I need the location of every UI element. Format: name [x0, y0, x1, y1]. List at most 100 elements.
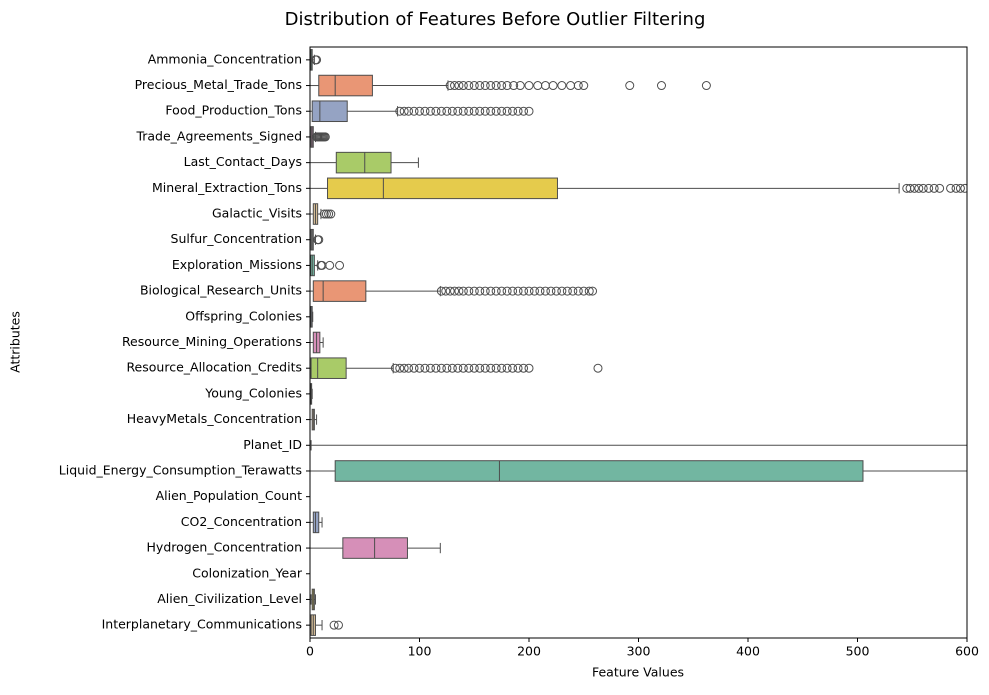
- y-tick-label: Precious_Metal_Trade_Tons: [135, 77, 302, 92]
- outlier: [918, 183, 928, 193]
- outlier: [395, 363, 405, 373]
- outlier: [557, 81, 567, 91]
- outlier: [469, 106, 479, 116]
- outlier: [491, 106, 501, 116]
- outlier: [450, 286, 460, 296]
- outlier: [335, 260, 345, 270]
- outlier: [480, 363, 490, 373]
- x-tick-label: 600: [955, 644, 979, 659]
- y-tick-label: Planet_ID: [243, 437, 302, 452]
- outlier: [425, 363, 435, 373]
- outlier: [329, 620, 339, 630]
- outlier: [447, 106, 457, 116]
- outlier: [529, 286, 539, 296]
- outlier: [588, 286, 598, 296]
- outlier: [480, 106, 490, 116]
- outlier: [497, 106, 507, 116]
- outlier: [562, 286, 572, 296]
- outlier: [447, 363, 457, 373]
- outlier: [454, 81, 464, 91]
- outlier: [566, 81, 576, 91]
- outlier: [436, 363, 446, 373]
- y-tick-label: Galactic_Visits: [212, 206, 302, 221]
- y-tick-label: Resource_Mining_Operations: [122, 334, 302, 349]
- y-tick-label: Mineral_Extraction_Tons: [152, 180, 302, 195]
- outlier: [524, 286, 534, 296]
- outlier: [486, 106, 496, 116]
- outlier: [519, 286, 529, 296]
- y-tick-label: Sulfur_Concentration: [171, 231, 302, 246]
- outlier: [442, 106, 452, 116]
- outlier: [333, 620, 343, 630]
- y-tick-label: Exploration_Missions: [172, 257, 302, 272]
- outlier: [579, 81, 589, 91]
- y-tick-label: Trade_Agreements_Signed: [135, 128, 302, 143]
- outlier: [458, 106, 468, 116]
- box: [310, 357, 347, 379]
- outlier: [436, 286, 446, 296]
- outlier: [390, 363, 400, 373]
- outlier: [469, 81, 479, 91]
- outlier: [509, 81, 519, 91]
- outlier: [404, 106, 414, 116]
- outlier: [557, 286, 567, 296]
- x-tick-label: 100: [408, 644, 432, 659]
- box: [311, 100, 348, 123]
- outlier: [502, 81, 512, 91]
- outlier: [475, 363, 485, 373]
- outlier: [458, 363, 468, 373]
- outlier: [420, 106, 430, 116]
- box: [312, 280, 367, 302]
- outlier: [497, 286, 507, 296]
- outlier: [325, 260, 335, 270]
- outlier: [960, 183, 967, 193]
- outlier: [314, 235, 324, 245]
- outlier: [458, 81, 468, 91]
- outlier: [497, 81, 507, 91]
- outlier: [905, 183, 915, 193]
- outlier: [312, 55, 322, 65]
- outlier: [502, 363, 512, 373]
- outlier: [535, 286, 545, 296]
- y-tick-label: Alien_Civilization_Level: [157, 591, 302, 606]
- outlier: [533, 81, 543, 91]
- outlier: [399, 363, 409, 373]
- outlier: [445, 286, 455, 296]
- outlier: [524, 363, 534, 373]
- outlier: [441, 286, 451, 296]
- outlier: [480, 81, 490, 91]
- outlier: [431, 363, 441, 373]
- outlier: [508, 286, 518, 296]
- x-tick-label: 300: [627, 644, 651, 659]
- outlier: [415, 106, 424, 116]
- y-tick-label: Hydrogen_Concentration: [147, 540, 302, 555]
- box: [342, 537, 408, 559]
- outlier: [548, 81, 558, 91]
- outlier: [593, 363, 603, 373]
- plot-area: [310, 49, 967, 636]
- outlier: [513, 106, 523, 116]
- box: [327, 177, 558, 200]
- outlier: [486, 286, 496, 296]
- outlier: [491, 286, 501, 296]
- outlier: [464, 81, 474, 91]
- outlier: [546, 286, 556, 296]
- outlier: [415, 363, 424, 373]
- outlier: [584, 286, 594, 296]
- outlier: [524, 81, 534, 91]
- outlier: [568, 286, 578, 296]
- outlier: [445, 81, 455, 91]
- outlier: [540, 286, 550, 296]
- outlier: [420, 363, 430, 373]
- y-tick-label: Alien_Population_Count: [156, 488, 303, 503]
- y-tick-label: Biological_Research_Units: [140, 283, 302, 298]
- outlier: [513, 286, 523, 296]
- outlier: [573, 286, 583, 296]
- outlier: [914, 183, 924, 193]
- outlier: [464, 286, 474, 296]
- outlier: [491, 81, 501, 91]
- outlier: [924, 183, 934, 193]
- outlier: [404, 363, 414, 373]
- outlier: [324, 209, 334, 219]
